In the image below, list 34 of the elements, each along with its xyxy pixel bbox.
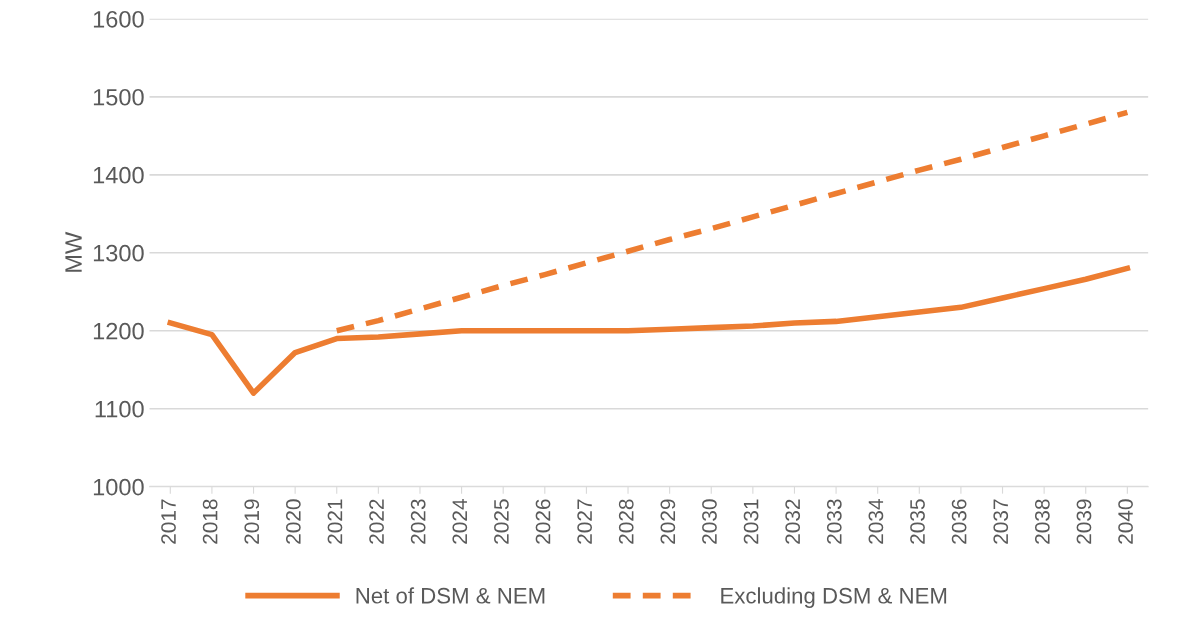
x-tick-label: 2034 — [868, 499, 884, 544]
x-tick-label: 2024 — [452, 499, 468, 544]
y-tick-label: 1600 — [93, 10, 144, 28]
x-tick-label: 2028 — [618, 499, 634, 544]
x-tick-label: 2017 — [161, 499, 176, 544]
x-tick-label: 2022 — [369, 499, 384, 544]
x-tick-label: 2038 — [1034, 499, 1050, 544]
y-tick-label: 1500 — [93, 88, 144, 106]
x-tick-label: 2035 — [910, 499, 925, 544]
x-tick-label: 2025 — [494, 499, 509, 544]
y-tick-label: 1100 — [95, 400, 144, 418]
x-tick-label: 2018 — [202, 499, 218, 544]
legend-label: Net of DSM & NEM — [356, 587, 545, 604]
x-tick-label: 2031 — [743, 499, 759, 544]
x-tick-label: 2021 — [327, 499, 343, 544]
y-tick-label: 1400 — [93, 166, 144, 184]
x-tick-label: 2030 — [702, 499, 717, 544]
x-tick-label: 2036 — [951, 499, 967, 544]
y-tick-label: 1000 — [93, 478, 144, 496]
x-tick-label: 2037 — [993, 499, 1009, 544]
x-tick-label: 2020 — [285, 499, 301, 544]
x-tick-label: 2023 — [410, 499, 426, 544]
y-axis-title: MW — [65, 231, 82, 272]
x-tick-label: 2026 — [535, 499, 551, 544]
x-tick-label: 2027 — [577, 499, 593, 544]
x-tick-label: 2033 — [826, 499, 842, 544]
y-tick-label: 1300 — [93, 244, 144, 262]
x-tick-label: 2029 — [660, 499, 676, 544]
x-tick-label: 2032 — [785, 499, 801, 544]
x-tick-label: 2039 — [1076, 499, 1092, 544]
x-tick-label: 2040 — [1118, 499, 1133, 544]
y-tick-label: 1200 — [93, 322, 144, 340]
x-tick-label: 2019 — [244, 499, 260, 544]
legend-label: Excluding DSM & NEM — [721, 587, 947, 608]
